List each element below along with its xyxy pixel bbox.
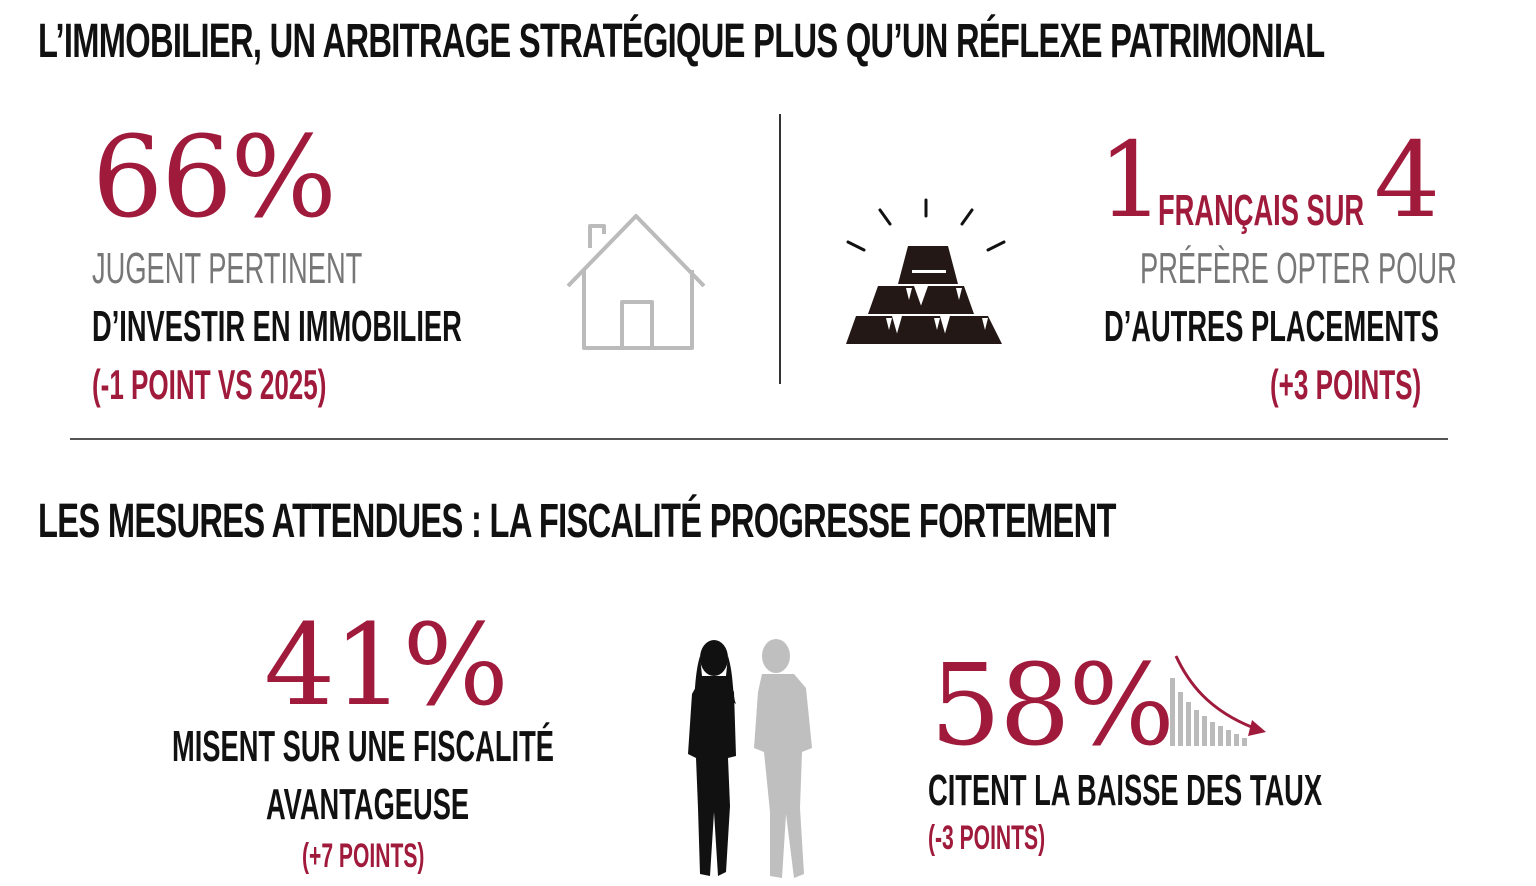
stat-66-line2: D’INVESTIR EN IMMOBILIER <box>92 302 462 351</box>
horizontal-divider <box>70 438 1448 440</box>
people-silhouettes-icon <box>688 639 812 878</box>
stat-58-line1: CITENT LA BAISSE DES TAUX <box>928 766 1323 815</box>
vertical-divider <box>779 114 781 384</box>
gold-bars-icon <box>846 198 1006 344</box>
stat-66-line1: JUGENT PERTINENT <box>92 244 363 293</box>
section2-title: LES MESURES ATTENDUES : LA FISCALITÉ PRO… <box>38 495 1116 548</box>
stat-francais-sur: FRANÇAIS SUR <box>1158 186 1365 235</box>
stat-1sur4-line2: D’AUTRES PLACEMENTS <box>1104 302 1439 351</box>
stat-1sur4-line1: PRÉFÈRE OPTER POUR <box>1140 244 1457 293</box>
stat-66-change: (-1 POINT VS 2025) <box>92 361 327 408</box>
stat-value-58: 58% <box>930 641 1175 771</box>
stat-58-change: (-3 POINTS) <box>928 819 1046 857</box>
stat-num-1: 1 <box>1098 119 1164 241</box>
stat-41-change: (+7 POINTS) <box>302 837 425 875</box>
stat-value-66: 66% <box>92 113 337 243</box>
stat-value-41: 41% <box>264 601 509 731</box>
house-icon <box>566 214 706 350</box>
section1-title: L’IMMOBILIER, UN ARBITRAGE STRATÉGIQUE P… <box>38 15 1325 68</box>
stat-1sur4-change: (+3 POINTS) <box>1270 361 1422 408</box>
stat-41-line1: MISENT SUR UNE FISCALITÉ <box>172 722 554 771</box>
stat-41-line2: AVANTAGEUSE <box>266 780 470 829</box>
stat-num-4: 4 <box>1374 119 1440 241</box>
declining-bars-icon <box>1170 655 1266 746</box>
